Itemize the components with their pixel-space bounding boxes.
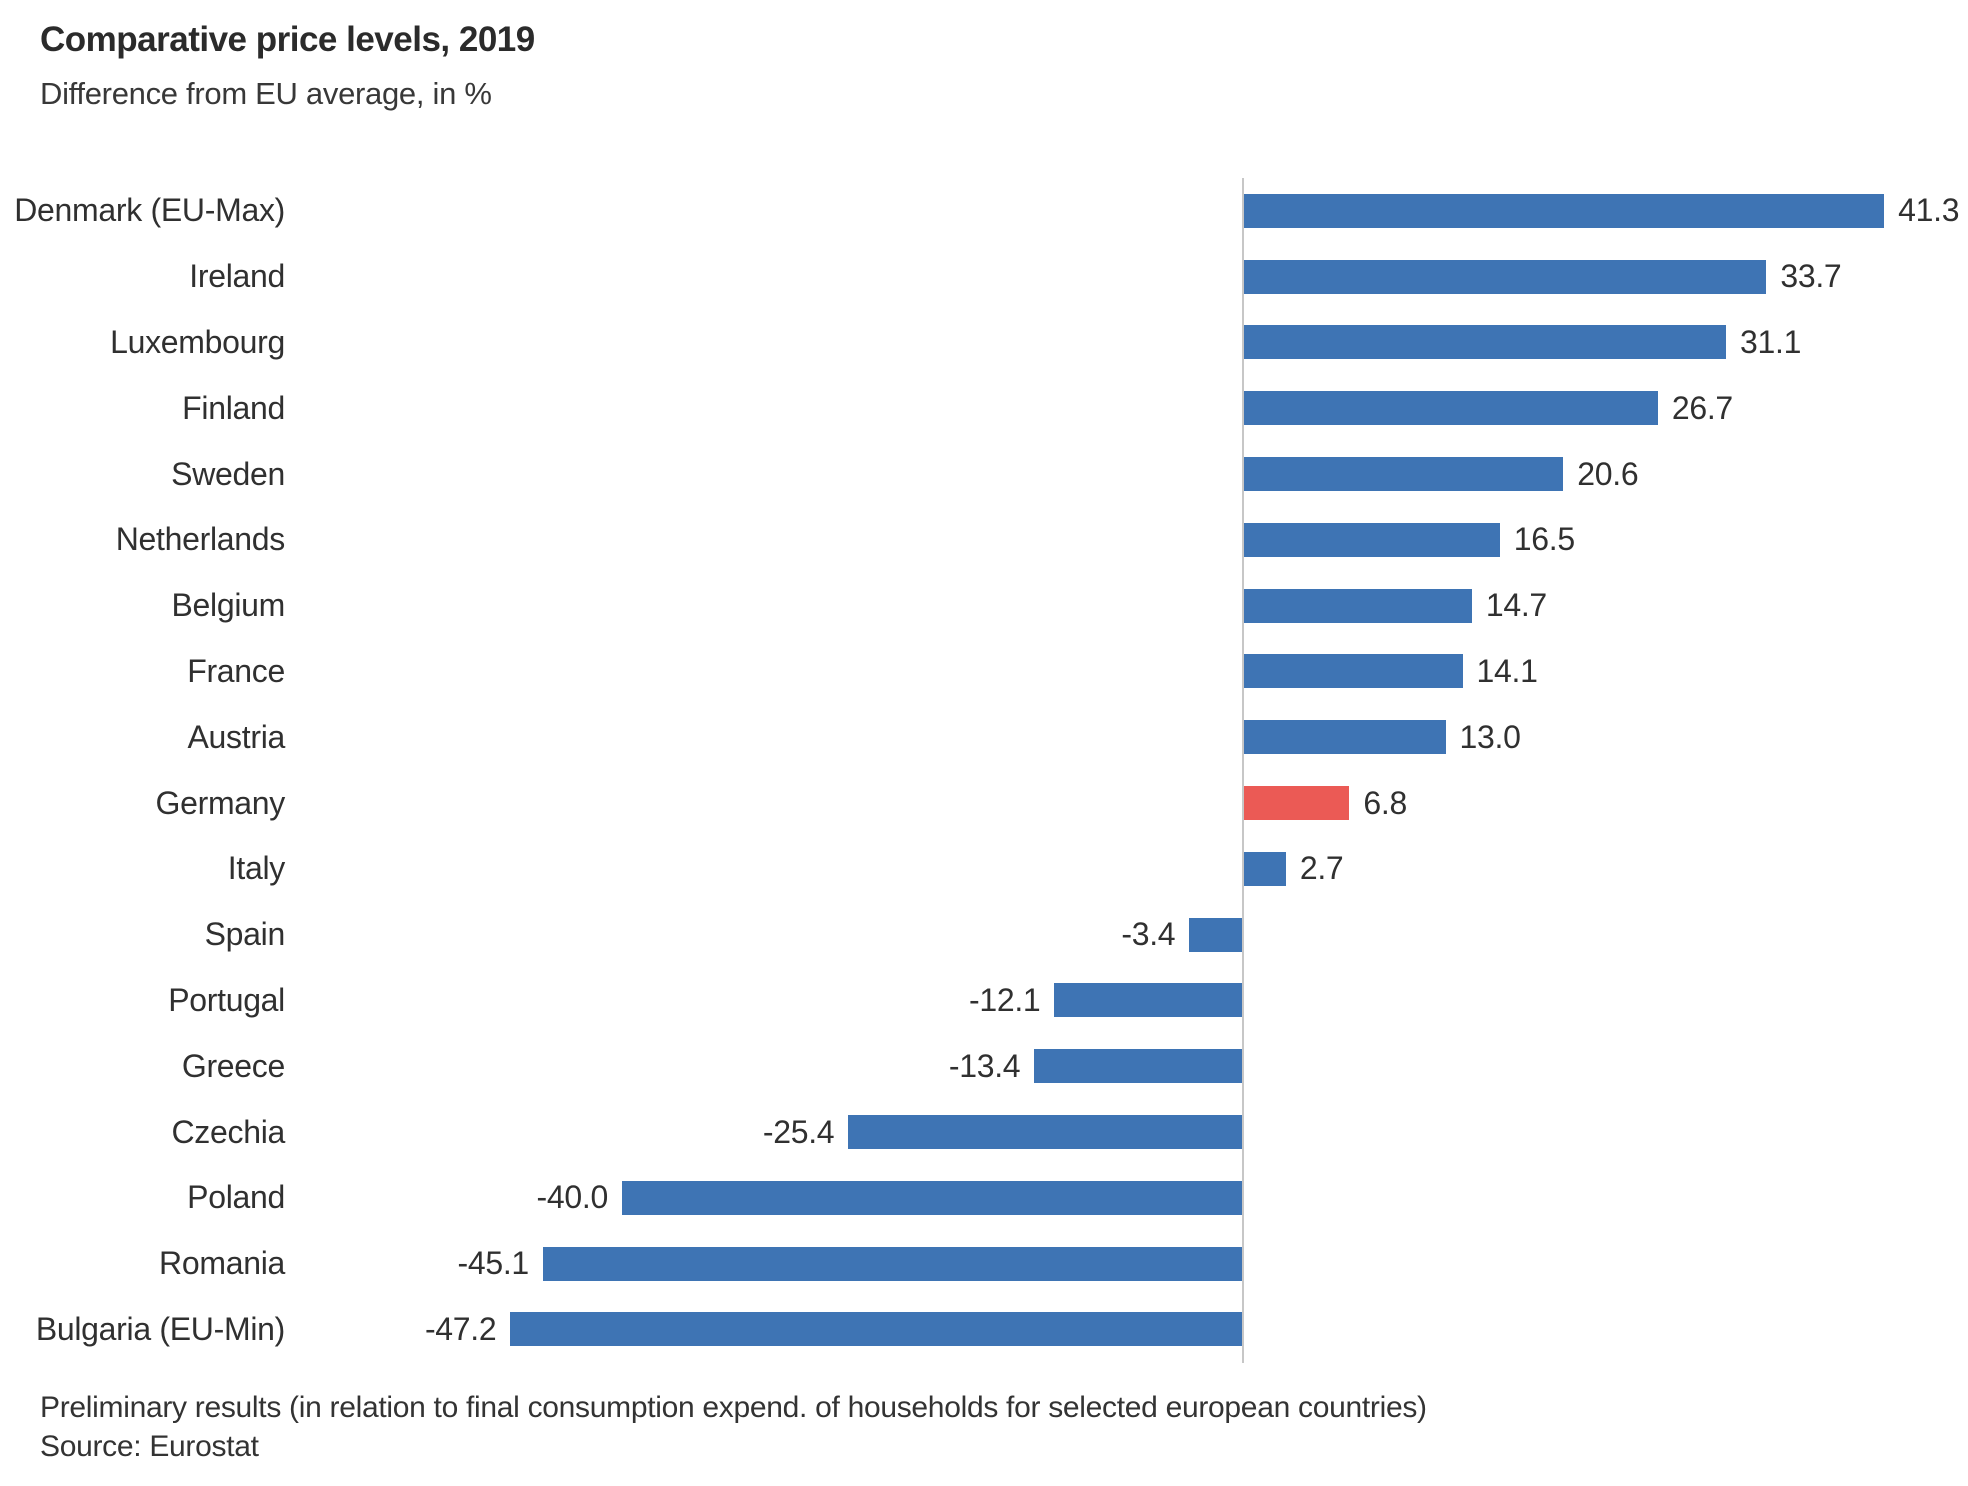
bar-ireland	[1244, 259, 1767, 294]
category-label: Sweden	[171, 455, 285, 492]
bar-austria	[1244, 720, 1446, 755]
chart-row-belgium: Belgium 14.7	[0, 573, 1968, 639]
category-label: Czechia	[171, 1113, 285, 1150]
value-label: -3.4	[1121, 916, 1176, 953]
bar-czechia	[848, 1115, 1242, 1150]
chart-source: Source: Eurostat	[40, 1430, 259, 1463]
bar-portugal	[1054, 983, 1242, 1018]
chart-row-austria: Austria 13.0	[0, 704, 1968, 770]
chart-row-finland: Finland 26.7	[0, 375, 1968, 441]
category-label: Italy	[227, 850, 286, 887]
chart-footer: Preliminary results (in relation to fina…	[40, 1388, 1427, 1466]
chart-row-luxembourg: Luxembourg 31.1	[0, 310, 1968, 376]
chart-row-germany: Germany 6.8	[0, 770, 1968, 836]
value-label: -12.1	[968, 981, 1041, 1018]
category-label: Denmark (EU-Max)	[14, 192, 285, 229]
category-label: France	[187, 652, 285, 689]
bar-denmark-eu-max	[1244, 193, 1885, 228]
bar-finland	[1244, 391, 1658, 426]
chart-row-netherlands: Netherlands 16.5	[0, 507, 1968, 573]
bar-italy	[1244, 851, 1286, 886]
category-label: Spain	[204, 916, 286, 953]
chart-row-greece: Greece -13.4	[0, 1033, 1968, 1099]
bar-luxembourg	[1244, 325, 1727, 360]
value-label: -13.4	[948, 1047, 1021, 1084]
chart-row-denmark-eu-max: Denmark (EU-Max) 41.3	[0, 178, 1968, 244]
bar-france	[1244, 654, 1463, 689]
bar-netherlands	[1244, 522, 1500, 557]
value-label: 6.8	[1363, 784, 1407, 821]
chart-row-portugal: Portugal -12.1	[0, 968, 1968, 1034]
chart-row-sweden: Sweden 20.6	[0, 441, 1968, 507]
value-label: 26.7	[1671, 389, 1733, 426]
zero-axis-line	[1242, 178, 1244, 1363]
value-label: 14.1	[1476, 652, 1538, 689]
category-label: Luxembourg	[110, 323, 285, 360]
value-label: 16.5	[1513, 521, 1575, 558]
category-label: Greece	[181, 1047, 285, 1084]
bar-romania	[542, 1246, 1242, 1281]
chart-row-bulgaria-eu-min: Bulgaria (EU-Min) -47.2	[0, 1297, 1968, 1363]
value-label: 41.3	[1898, 192, 1960, 229]
value-label: 2.7	[1299, 850, 1344, 887]
bar-poland	[622, 1180, 1242, 1215]
bar-bulgaria-eu-min	[510, 1312, 1242, 1347]
value-label: 31.1	[1740, 323, 1802, 360]
value-label: 20.6	[1577, 455, 1639, 492]
chart-row-czechia: Czechia -25.4	[0, 1099, 1968, 1165]
bar-germany	[1244, 786, 1350, 821]
category-label: Finland	[182, 389, 285, 426]
category-label: Germany	[155, 784, 286, 821]
value-label: 33.7	[1780, 258, 1842, 295]
value-label: -45.1	[457, 1245, 529, 1282]
chart-row-italy: Italy 2.7	[0, 836, 1968, 902]
bar-spain	[1189, 917, 1242, 952]
bar-greece	[1034, 1049, 1242, 1084]
bar-sweden	[1244, 457, 1564, 492]
chart-row-france: France 14.1	[0, 639, 1968, 705]
value-label: -47.2	[424, 1310, 497, 1347]
category-label: Netherlands	[115, 521, 286, 558]
category-label: Austria	[187, 718, 286, 755]
category-label: Poland	[187, 1179, 285, 1216]
category-label: Portugal	[168, 981, 285, 1018]
value-label: 13.0	[1459, 718, 1521, 755]
chart-title: Comparative price levels, 2019	[40, 20, 535, 59]
chart-row-poland: Poland -40.0	[0, 1165, 1968, 1231]
category-label: Belgium	[171, 587, 285, 624]
bar-chart-plot-area: Denmark (EU-Max) 41.3 Ireland 33.7 Luxembour…	[0, 178, 1968, 1363]
bar-belgium	[1244, 588, 1472, 623]
chart-row-spain: Spain -3.4	[0, 902, 1968, 968]
chart-row-romania: Romania -45.1	[0, 1231, 1968, 1297]
chart-note: Preliminary results (in relation to fina…	[40, 1391, 1427, 1424]
chart-subtitle: Difference from EU average, in %	[40, 76, 492, 111]
value-label: 14.7	[1485, 587, 1547, 624]
value-label: -25.4	[762, 1113, 835, 1150]
category-label: Romania	[159, 1245, 285, 1282]
category-label: Bulgaria (EU-Min)	[35, 1310, 285, 1347]
chart-row-ireland: Ireland 33.7	[0, 244, 1968, 310]
value-label: -40.0	[536, 1179, 609, 1216]
category-label: Ireland	[189, 258, 285, 295]
